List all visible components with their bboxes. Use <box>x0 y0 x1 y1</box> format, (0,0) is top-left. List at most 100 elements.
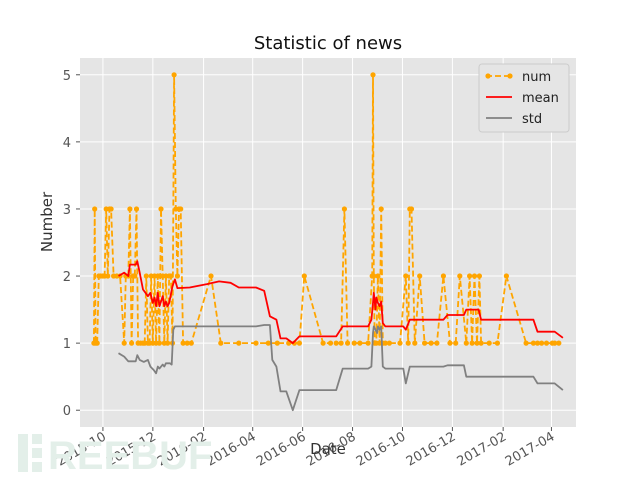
data-point-num <box>378 206 384 212</box>
data-point-num <box>105 273 111 279</box>
data-point-num <box>357 340 363 346</box>
data-point-num <box>253 340 259 346</box>
data-point-num <box>165 340 171 346</box>
data-point-num <box>467 273 473 279</box>
data-point-num <box>92 206 98 212</box>
watermark-mark <box>32 434 42 444</box>
data-point-num <box>405 340 411 346</box>
data-point-num <box>370 72 376 78</box>
data-point-num <box>453 340 459 346</box>
y-axis-ticks: 0 1 2 3 4 5 <box>63 69 80 419</box>
legend-box <box>478 63 570 133</box>
data-point-num <box>180 340 186 346</box>
legend-entries: num mean std <box>485 70 559 127</box>
watermark-logo: REEBUF <box>18 434 212 476</box>
x-tick-label: 2016-06 <box>254 429 309 469</box>
data-point-num <box>333 340 339 346</box>
x-tick-label: 2016-12 <box>404 429 459 469</box>
watermark-text: REEBUF <box>48 434 212 476</box>
legend-label-mean: mean <box>522 91 559 106</box>
data-point-num <box>351 340 357 346</box>
data-point-num <box>158 206 164 212</box>
data-point-num <box>345 340 351 346</box>
data-point-num <box>457 273 463 279</box>
data-point-num <box>156 340 162 346</box>
data-point-num <box>129 340 135 346</box>
watermark-mark <box>32 448 42 458</box>
data-point-num <box>108 206 114 212</box>
data-point-num <box>327 340 334 346</box>
data-point-num <box>503 273 509 279</box>
y-tick-label: 3 <box>63 203 71 218</box>
x-tick-label: 2017-02 <box>455 429 510 469</box>
y-tick-label: 0 <box>63 404 71 419</box>
y-axis-label: Number <box>38 191 56 252</box>
data-point-num <box>463 340 469 346</box>
legend-label-std: std <box>522 112 542 127</box>
data-point-num <box>530 340 537 346</box>
data-point-num <box>132 273 138 279</box>
data-point-num <box>469 340 475 346</box>
chart-title: Statistic of news <box>254 33 402 54</box>
data-point-num <box>552 340 558 346</box>
data-point-num <box>440 273 446 279</box>
data-point-num <box>174 273 180 279</box>
data-point-num <box>320 340 326 346</box>
data-point-num <box>476 273 482 279</box>
legend-marker-num <box>485 73 491 79</box>
data-point-num <box>127 206 133 212</box>
series-line-mean <box>118 260 564 345</box>
data-point-num <box>486 340 492 346</box>
data-point-num <box>236 340 242 346</box>
data-point-num <box>184 340 190 346</box>
data-point-num <box>121 340 127 346</box>
watermark-mark <box>18 434 28 472</box>
data-point-num <box>371 273 377 279</box>
data-point-num <box>403 273 409 279</box>
data-point-num <box>341 206 347 212</box>
data-point-num <box>188 340 194 346</box>
data-point-num <box>143 273 149 279</box>
y-tick-label: 2 <box>63 270 71 285</box>
data-point-num <box>447 340 453 346</box>
data-point-num <box>171 72 177 78</box>
data-point-num <box>422 340 428 346</box>
data-point-num <box>382 340 388 346</box>
data-point-num <box>365 340 371 346</box>
data-point-num <box>133 206 140 212</box>
data-point-num <box>474 340 480 346</box>
data-point-num <box>523 340 529 346</box>
series-line-std <box>118 324 564 412</box>
data-point-num <box>218 340 224 346</box>
data-point-num <box>434 340 440 346</box>
x-axis-label: Date <box>310 440 346 458</box>
data-point-num <box>301 273 307 279</box>
data-point-num <box>417 273 423 279</box>
data-point-num <box>539 340 545 346</box>
y-tick-label: 1 <box>63 337 71 352</box>
data-point-num <box>155 273 161 279</box>
data-point-num <box>397 340 403 346</box>
data-point-num <box>338 340 344 346</box>
data-point-num <box>534 340 541 346</box>
data-point-num <box>375 273 381 279</box>
x-tick-label: 2016-10 <box>354 429 409 469</box>
y-tick-label: 5 <box>63 69 71 84</box>
data-point-num <box>428 340 434 346</box>
data-point-num <box>478 340 484 346</box>
data-point-num <box>94 340 100 346</box>
x-tick-label: 2017-04 <box>503 429 558 469</box>
legend-marker-num <box>507 73 513 79</box>
data-point-num <box>386 340 392 346</box>
data-point-num <box>265 340 271 346</box>
data-point-num <box>168 273 174 279</box>
y-tick-label: 4 <box>63 136 71 151</box>
series-line-num <box>93 73 559 345</box>
data-point-num <box>471 273 478 279</box>
watermark-mark <box>32 462 42 472</box>
data-point-num <box>274 340 280 346</box>
data-point-num <box>412 340 418 346</box>
data-point-num <box>208 273 214 279</box>
data-point-num <box>556 340 562 346</box>
